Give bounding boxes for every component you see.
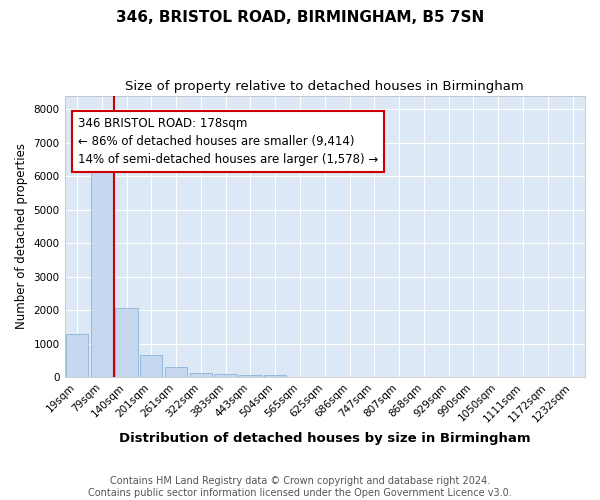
Bar [66,334,88,378]
Bar [239,376,262,378]
Text: 346, BRISTOL ROAD, BIRMINGHAM, B5 7SN: 346, BRISTOL ROAD, BIRMINGHAM, B5 7SN [116,10,484,25]
Title: Size of property relative to detached houses in Birmingham: Size of property relative to detached ho… [125,80,524,93]
Bar [140,356,163,378]
Bar [91,156,113,378]
Bar [190,373,212,378]
Bar [214,374,237,378]
Text: 346 BRISTOL ROAD: 178sqm
← 86% of detached houses are smaller (9,414)
14% of sem: 346 BRISTOL ROAD: 178sqm ← 86% of detach… [78,118,379,166]
Bar [165,367,187,378]
Text: Contains HM Land Registry data © Crown copyright and database right 2024.
Contai: Contains HM Land Registry data © Crown c… [88,476,512,498]
Bar [115,308,137,378]
X-axis label: Distribution of detached houses by size in Birmingham: Distribution of detached houses by size … [119,432,530,445]
Y-axis label: Number of detached properties: Number of detached properties [15,144,28,330]
Bar [264,376,286,378]
